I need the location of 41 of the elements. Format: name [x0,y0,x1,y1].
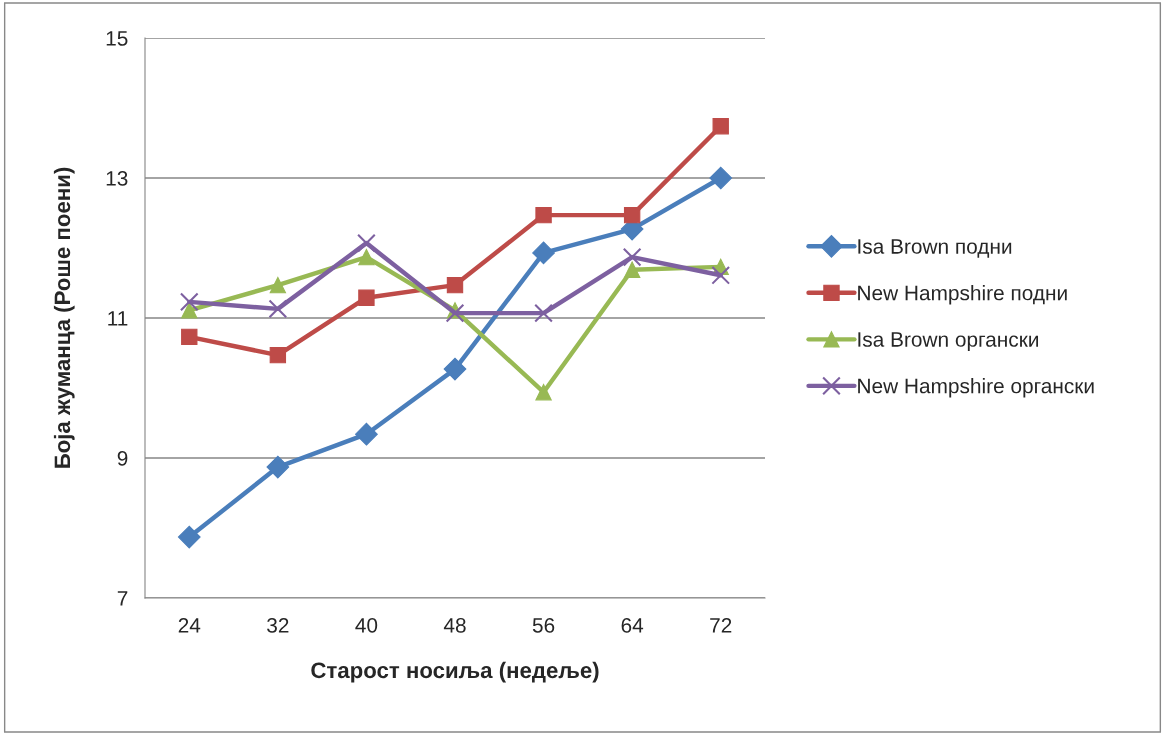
x-tick-label: 40 [355,617,378,633]
point [712,118,729,135]
point [355,422,378,446]
y-tick-label: 7 [117,591,128,606]
point [446,276,464,294]
point [181,328,198,346]
point [534,303,553,323]
legend-label: New Hampshire органски [858,378,1094,398]
y-axis-title: Боја жуманца (Роше поени) [53,167,75,468]
point [535,384,552,401]
point [711,265,731,285]
y-tick-label: 11 [108,311,128,326]
x-tick-label: 72 [710,617,732,633]
legend-label: Isa Brown органски [858,332,1038,351]
point [623,206,641,224]
x-tick-label: 48 [443,617,466,633]
y-tick-label: 15 [106,31,128,46]
x-tick-label: 24 [178,617,201,633]
point [358,289,375,306]
y-tick-label: 13 [106,171,128,186]
x-axis-title: Старост носиља (недеље) [311,661,599,683]
point [709,166,733,190]
point [179,292,199,312]
point [181,302,198,319]
x-tick-label: 64 [621,617,644,633]
x-tick-label: 32 [267,617,289,633]
point [268,299,288,319]
point [266,455,290,479]
y-tick-label: 9 [117,451,128,466]
legend-label: New Hampshire подни [858,285,1067,305]
point [358,248,375,266]
point [269,346,287,364]
point [269,276,287,294]
point [177,525,201,549]
point [622,247,642,267]
point [535,206,552,224]
x-tick-label: 56 [532,617,555,633]
legend-label: Isa Brown подни [858,239,1012,258]
point [443,357,467,381]
point [623,261,641,278]
point [532,241,555,265]
